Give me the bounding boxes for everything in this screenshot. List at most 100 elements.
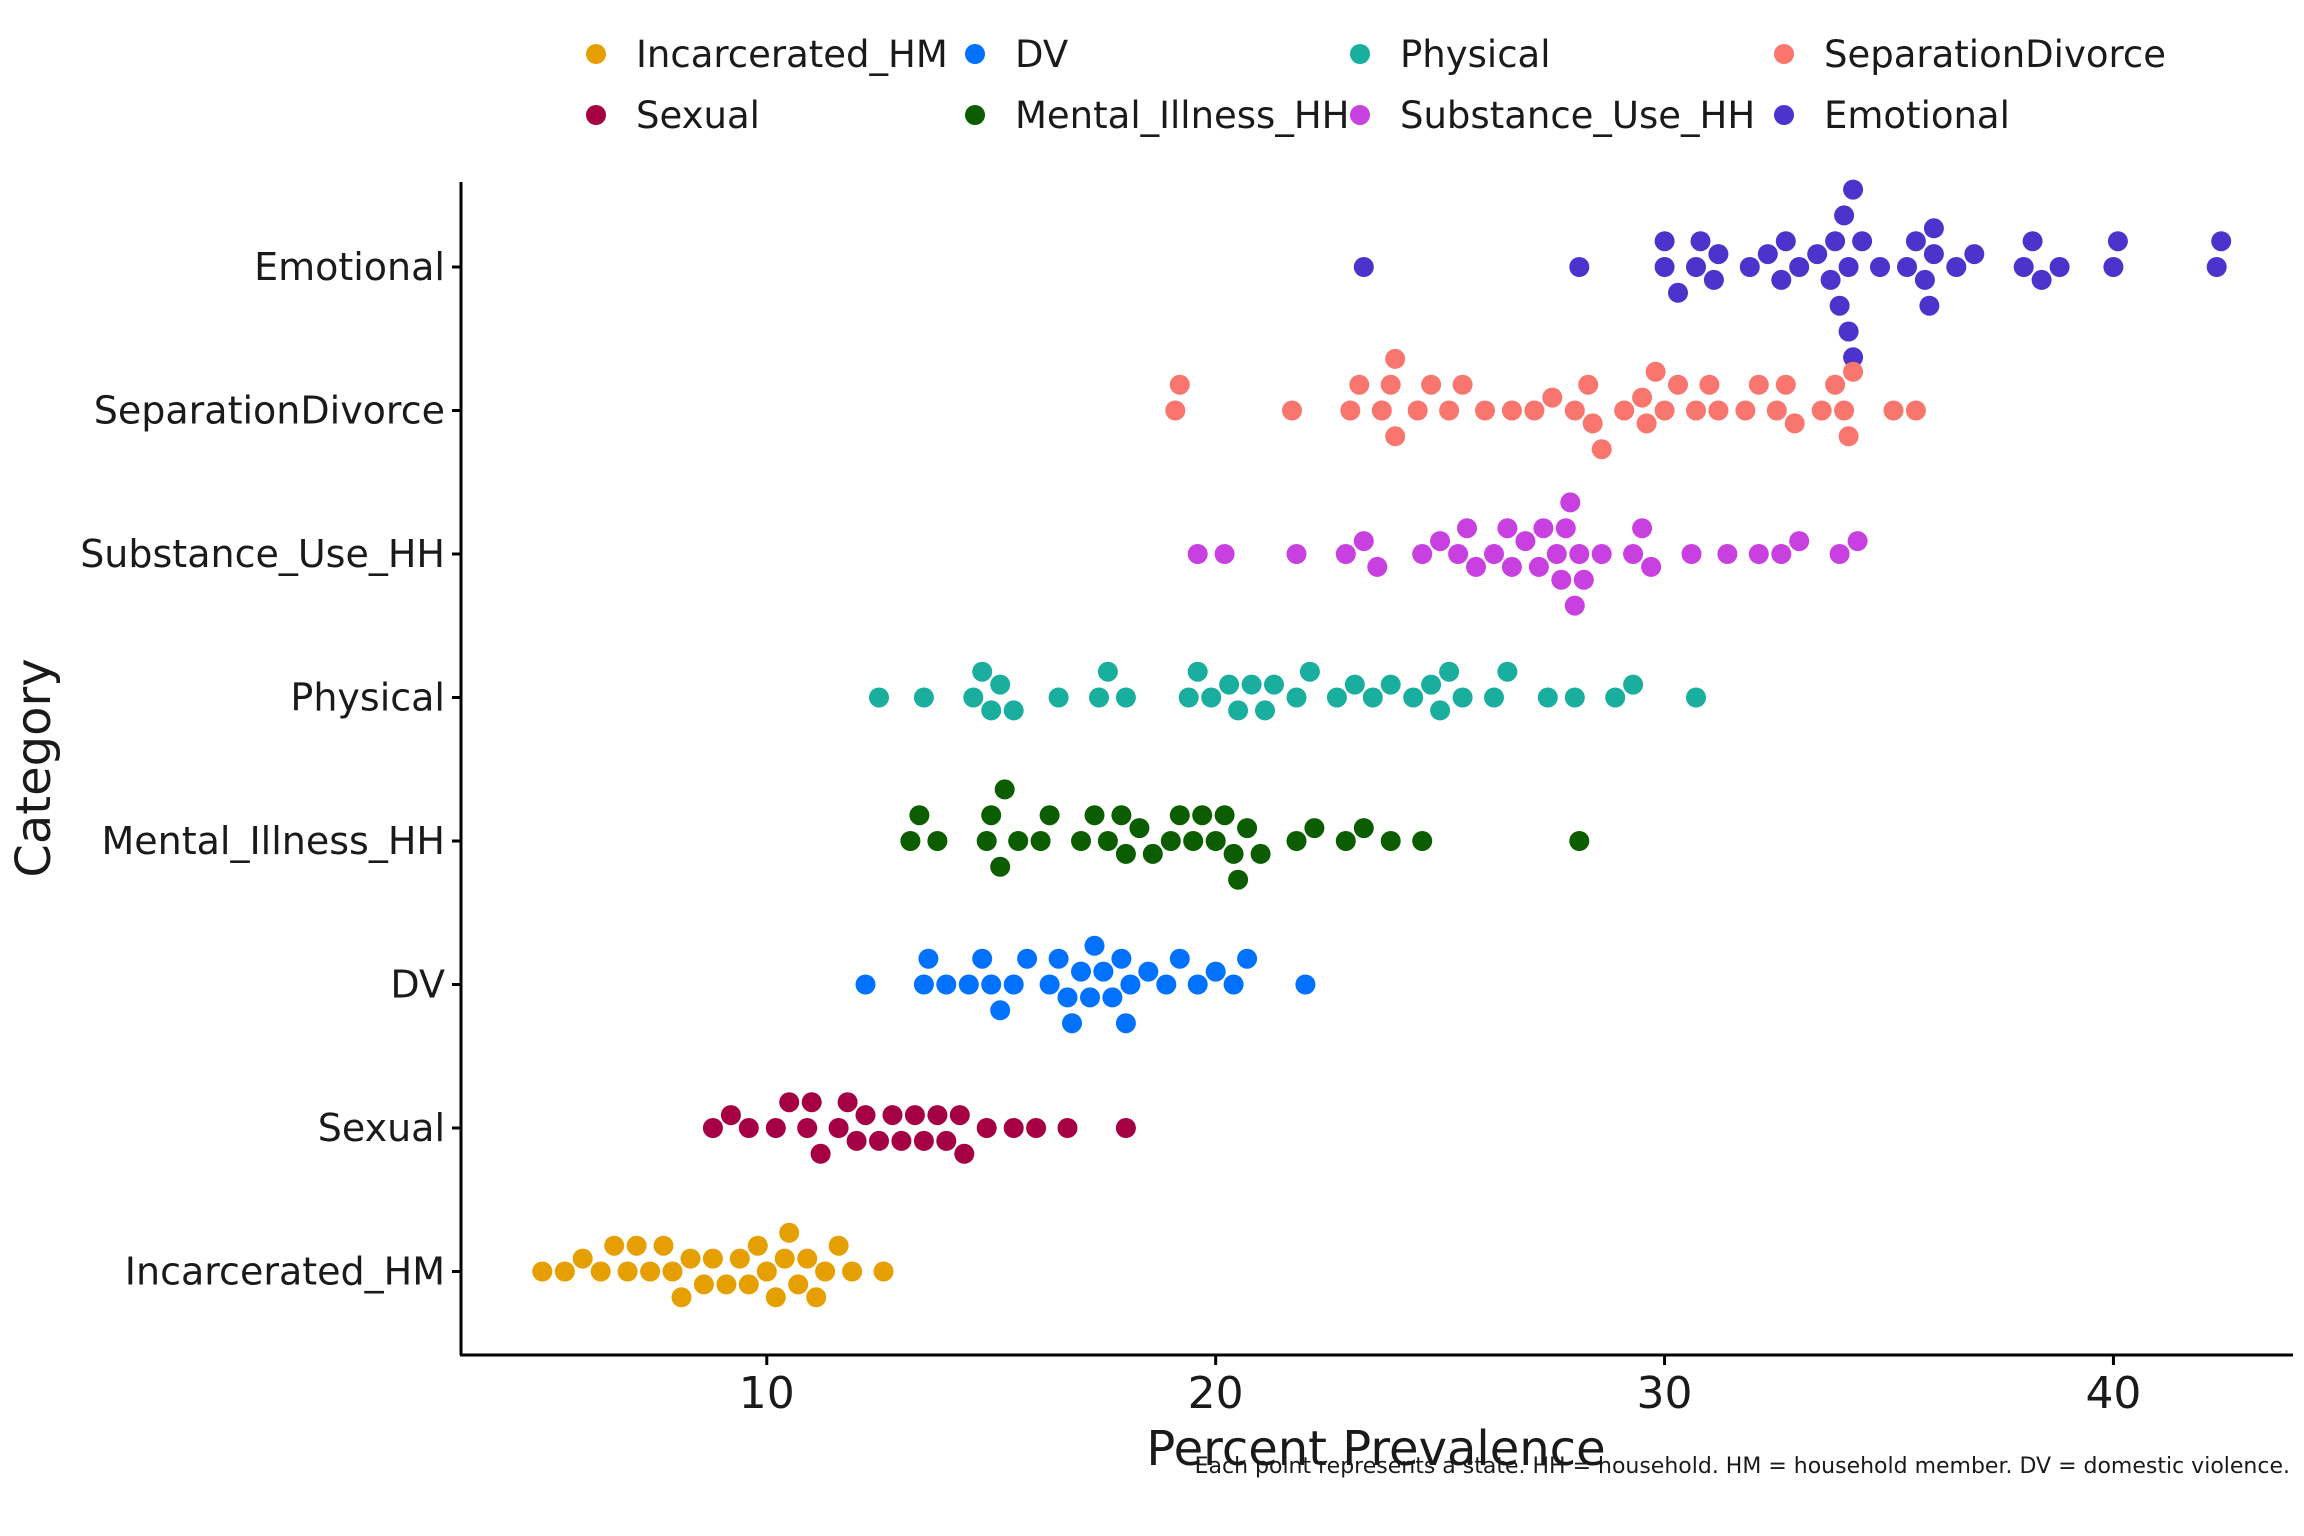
data-point <box>1421 674 1442 695</box>
data-point <box>1003 1118 1024 1138</box>
data-point <box>1295 974 1316 995</box>
data-point <box>1286 687 1307 708</box>
data-point <box>1497 661 1518 682</box>
data-point <box>913 687 934 708</box>
data-point <box>1115 1118 1136 1138</box>
data-point <box>1870 257 1890 277</box>
data-point <box>981 700 1002 721</box>
legend-swatch <box>1350 105 1370 125</box>
legend-swatch <box>586 44 606 64</box>
data-point <box>1605 687 1626 708</box>
data-point <box>1353 257 1374 277</box>
data-point <box>1735 400 1756 421</box>
legend-item: Physical <box>1350 33 1551 76</box>
data-point <box>716 1274 737 1295</box>
legend: Incarcerated_HM DV Physical SeparationDivor… <box>586 33 2166 137</box>
data-point <box>869 1130 889 1151</box>
data-point <box>828 1235 849 1256</box>
data-point <box>1484 544 1504 564</box>
data-point <box>1897 257 1917 277</box>
data-point <box>1757 244 1778 265</box>
data-point <box>1048 948 1069 969</box>
data-point <box>994 779 1015 800</box>
data-point <box>617 1261 638 1282</box>
data-point <box>1632 518 1653 539</box>
data-point <box>1304 818 1325 839</box>
data-point <box>1071 961 1091 982</box>
data-point <box>1820 269 1841 290</box>
data-point <box>1641 556 1662 577</box>
data-point <box>1115 687 1136 708</box>
data-point <box>738 1118 759 1138</box>
x-axis-ticks: 10 20 30 40 <box>739 1355 2141 1419</box>
data-point <box>1569 257 1590 277</box>
data-point <box>1946 257 1967 277</box>
data-point <box>532 1261 553 1282</box>
data-point <box>927 831 948 851</box>
data-point <box>1843 179 1864 200</box>
data-point <box>626 1235 647 1256</box>
data-point <box>1748 544 1769 564</box>
data-point <box>1264 674 1284 695</box>
data-point <box>900 831 921 851</box>
data-point <box>1299 661 1320 682</box>
data-point <box>1228 869 1249 890</box>
data-point <box>913 1130 934 1151</box>
data-point <box>1448 544 1469 564</box>
data-point <box>963 687 984 708</box>
legend-item: Substance_Use_HH <box>1350 94 1755 137</box>
data-point <box>2022 231 2043 252</box>
data-point <box>640 1261 661 1282</box>
data-point <box>738 1274 759 1295</box>
data-point <box>1030 831 1051 851</box>
data-point <box>1017 948 1038 969</box>
data-point <box>1187 974 1208 995</box>
data-point <box>1905 231 1926 252</box>
x-tick-label: 30 <box>1637 1368 1693 1419</box>
y-axis-title: Category <box>6 658 62 877</box>
data-point <box>806 1287 827 1308</box>
data-point <box>1008 831 1029 851</box>
data-point <box>1654 257 1675 277</box>
data-point <box>1528 556 1549 577</box>
x-tick-label: 40 <box>2085 1368 2141 1419</box>
data-point <box>1335 831 1356 851</box>
data-point <box>1326 687 1347 708</box>
data-point <box>1771 269 1792 290</box>
data-point <box>779 1222 800 1243</box>
legend-swatch <box>965 44 985 64</box>
data-point <box>604 1235 625 1256</box>
data-point <box>1573 569 1594 590</box>
x-tick-label: 10 <box>739 1368 795 1419</box>
data-point <box>1838 426 1859 447</box>
data-point <box>1569 544 1590 564</box>
y-tick-label: Sexual <box>318 1106 445 1150</box>
data-point <box>1412 831 1433 851</box>
data-point <box>1353 818 1374 839</box>
data-point <box>1591 544 1612 564</box>
data-point <box>1169 374 1190 395</box>
legend-item: Mental_Illness_HH <box>965 94 1349 137</box>
data-point <box>788 1274 809 1295</box>
data-point <box>837 1092 858 1113</box>
data-point <box>1564 595 1585 616</box>
data-point <box>1214 805 1235 826</box>
data-point <box>1120 974 1141 995</box>
data-point <box>1834 400 1855 421</box>
data-point <box>1748 374 1769 395</box>
data-point <box>1165 400 1186 421</box>
data-point <box>1501 556 1522 577</box>
data-point <box>1115 1013 1136 1034</box>
data-point <box>1843 361 1864 382</box>
data-point <box>1623 544 1644 564</box>
data-point <box>774 1248 795 1269</box>
data-point <box>1380 374 1401 395</box>
data-point <box>671 1287 692 1308</box>
data-point <box>1686 257 1706 277</box>
y-tick-label: Substance_Use_HH <box>80 532 445 576</box>
data-point <box>1129 818 1150 839</box>
data-point <box>1632 387 1653 408</box>
data-point <box>1457 518 1477 539</box>
data-point <box>1084 935 1105 956</box>
data-point <box>1080 987 1100 1008</box>
